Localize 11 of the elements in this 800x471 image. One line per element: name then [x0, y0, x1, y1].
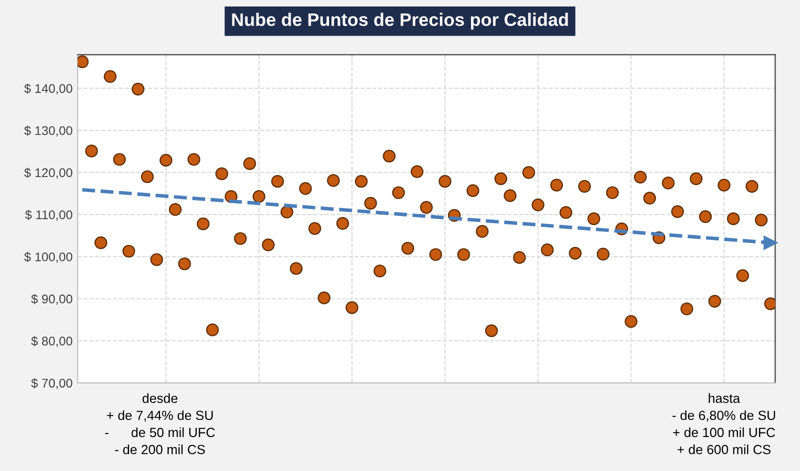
y-tick-label: $ 140,00	[24, 84, 72, 94]
y-tick-label: $ 120,00	[24, 168, 72, 179]
chart-title: Nube de Puntos de Precios por Calidad	[232, 12, 568, 30]
y-tick-label: $ 90,00	[31, 294, 72, 305]
y-tick-label: $ 80,00	[31, 336, 72, 347]
y-tick-label: $ 130,00	[24, 126, 72, 137]
y-tick-label: $ 110,00	[25, 210, 72, 221]
text: desde + de 7,44% de SU - de 50 mil UFC - de 200 mil CS	[105, 393, 215, 454]
text: hasta - de 6,80% de SU + de 100 mil UFC + de 600 mil CS	[672, 393, 776, 454]
y-tick-label: $ 70,00	[31, 378, 72, 390]
y-tick-label: $ 100,00	[24, 252, 72, 263]
